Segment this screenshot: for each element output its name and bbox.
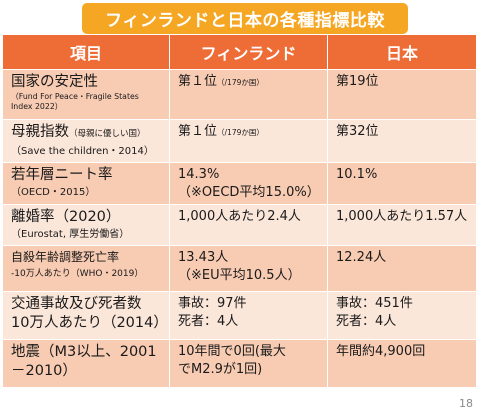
table-row: 自殺年齢調整死亡率 -10万人あたり（WHO・2019） 13.43人 （※EU… bbox=[2, 245, 477, 292]
table-header-row: 項目 フィンランド 日本 bbox=[2, 34, 477, 70]
japan-value: 事故：451件 bbox=[336, 296, 413, 311]
item-label: －2010） bbox=[11, 363, 77, 379]
item-cell: 母親指数（母親に優しい国） （Save the children・2014） bbox=[2, 119, 170, 163]
finland-value: 事故：97件 bbox=[178, 296, 247, 311]
item-source: （Fund For Peace・Fragile States bbox=[11, 92, 139, 101]
page-number: 18 bbox=[459, 397, 473, 410]
table-row: 国家の安定性 （Fund For Peace・Fragile States In… bbox=[2, 69, 477, 120]
page-title: フィンランドと日本の各種指標比較 bbox=[105, 11, 385, 31]
finland-cell: 10年間で0回(最大 でM2.9が1回) bbox=[169, 339, 328, 388]
item-source: （OECD・2015） bbox=[11, 187, 96, 198]
header-japan: 日本 bbox=[327, 34, 477, 70]
item-label: 自殺年齢調整死亡率 bbox=[11, 250, 120, 264]
finland-value: 第１位 bbox=[178, 74, 218, 89]
japan-value: 死者：4人 bbox=[336, 314, 397, 329]
comparison-table: 項目 フィンランド 日本 国家の安定性 （Fund For Peace・Frag… bbox=[2, 34, 477, 388]
japan-cell: 12.24人 bbox=[327, 245, 477, 292]
item-source: （Save the children・2014） bbox=[11, 146, 154, 157]
item-source: （Eurostat, 厚生労働省） bbox=[11, 229, 130, 240]
japan-cell: 1,000人あたり1.57人 bbox=[327, 204, 477, 246]
item-label: 離婚率（2020） bbox=[11, 209, 121, 225]
table-row: 若年層ニート率 （OECD・2015） 14.3% （※OECD平均15.0%）… bbox=[2, 162, 477, 205]
table-row: 離婚率（2020） （Eurostat, 厚生労働省） 1,000人あたり2.4… bbox=[2, 204, 477, 246]
japan-value: 1,000人あたり1.57人 bbox=[336, 209, 468, 224]
finland-value-note: （※EU平均10.5人） bbox=[178, 268, 301, 283]
item-label: 国家の安定性 bbox=[11, 74, 98, 90]
item-cell: 交通事故及び死者数 10万人あたり（2014） bbox=[2, 291, 170, 340]
finland-cell: 13.43人 （※EU平均10.5人） bbox=[169, 245, 328, 292]
finland-value-note: （※OECD平均15.0%） bbox=[178, 185, 320, 200]
item-cell: 若年層ニート率 （OECD・2015） bbox=[2, 162, 170, 205]
item-label: 若年層ニート率 bbox=[11, 167, 113, 183]
item-source: Index 2022） bbox=[11, 102, 63, 111]
japan-cell: 第32位 bbox=[327, 119, 477, 163]
japan-value: 第32位 bbox=[336, 124, 379, 139]
item-cell: 離婚率（2020） （Eurostat, 厚生労働省） bbox=[2, 204, 170, 246]
finland-value-note: （/179か国） bbox=[217, 128, 264, 137]
item-cell: 地震（M3以上、2001 －2010） bbox=[2, 339, 170, 388]
item-label: 10万人あたり（2014） bbox=[11, 315, 168, 331]
finland-cell: 14.3% （※OECD平均15.0%） bbox=[169, 162, 328, 205]
table-row: 母親指数（母親に優しい国） （Save the children・2014） 第… bbox=[2, 119, 477, 163]
finland-value: 第１位 bbox=[178, 124, 218, 139]
item-source: -10万人あたり（WHO・2019） bbox=[11, 269, 144, 279]
finland-cell: 事故：97件 死者：4人 bbox=[169, 291, 328, 340]
table-row: 地震（M3以上、2001 －2010） 10年間で0回(最大 でM2.9が1回)… bbox=[2, 339, 477, 388]
japan-value: 12.24人 bbox=[336, 250, 387, 265]
japan-value: 第19位 bbox=[336, 74, 379, 89]
japan-cell: 年間約4,900回 bbox=[327, 339, 477, 388]
item-label: 地震（M3以上、2001 bbox=[11, 344, 157, 360]
japan-value: 年間約4,900回 bbox=[336, 344, 426, 359]
finland-cell: 第１位（/179か国） bbox=[169, 69, 328, 120]
finland-value: 14.3% bbox=[178, 167, 220, 182]
item-cell: 自殺年齢調整死亡率 -10万人あたり（WHO・2019） bbox=[2, 245, 170, 292]
japan-cell: 10.1% bbox=[327, 162, 477, 205]
header-item: 項目 bbox=[2, 34, 170, 70]
japan-cell: 第19位 bbox=[327, 69, 477, 120]
japan-cell: 事故：451件 死者：4人 bbox=[327, 291, 477, 340]
finland-value: でM2.9が1回) bbox=[178, 362, 263, 377]
item-label: 母親指数 bbox=[11, 124, 69, 140]
item-cell: 国家の安定性 （Fund For Peace・Fragile States In… bbox=[2, 69, 170, 120]
finland-cell: 第１位（/179か国） bbox=[169, 119, 328, 163]
finland-value: 死者：4人 bbox=[178, 314, 239, 329]
finland-value-note: （/179か国） bbox=[217, 78, 264, 87]
finland-cell: 1,000人あたり2.4人 bbox=[169, 204, 328, 246]
finland-value: 13.43人 bbox=[178, 250, 229, 265]
japan-value: 10.1% bbox=[336, 167, 378, 182]
item-label-note: （母親に優しい国） bbox=[69, 129, 146, 139]
table-row: 交通事故及び死者数 10万人あたり（2014） 事故：97件 死者：4人 事故：… bbox=[2, 291, 477, 340]
header-finland: フィンランド bbox=[169, 34, 328, 70]
item-label: 交通事故及び死者数 bbox=[11, 296, 142, 312]
title-banner: フィンランドと日本の各種指標比較 bbox=[82, 3, 408, 34]
finland-value: 10年間で0回(最大 bbox=[178, 344, 286, 359]
finland-value: 1,000人あたり2.4人 bbox=[178, 209, 301, 224]
